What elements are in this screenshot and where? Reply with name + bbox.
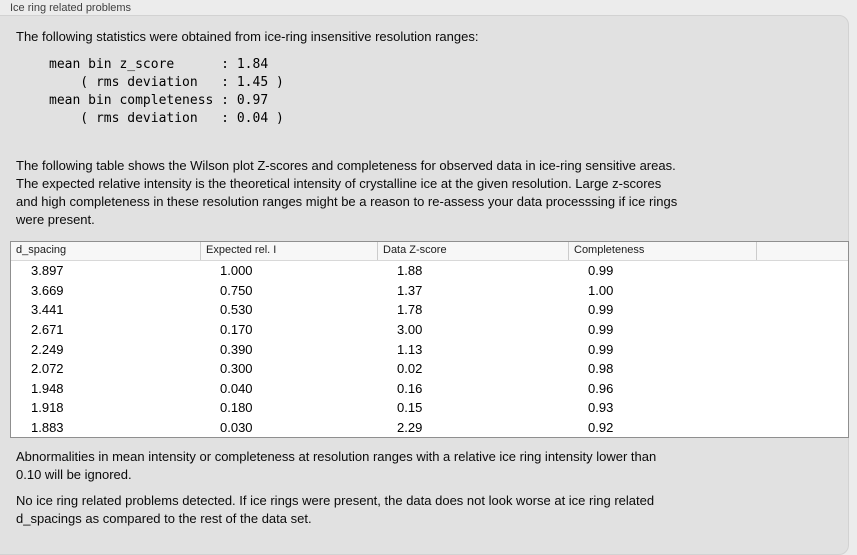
table-body: 3.897 1.000 1.88 0.99 3.669 0.750 1.37 1.00 3.44…: [11, 261, 848, 437]
table-cell: 0.170: [220, 321, 253, 337]
panel-title: Ice ring related problems: [10, 2, 132, 14]
table-description: The following table shows the Wilson plo…: [16, 157, 677, 229]
text-line: d_spacings as compared to the rest of th…: [16, 511, 312, 526]
table-cell: 1.13: [397, 341, 423, 357]
intro-text: The following statistics were obtained f…: [16, 29, 479, 44]
table-cell: 1.000: [220, 263, 253, 279]
table-cell: 0.98: [588, 361, 614, 377]
table-cell: 1.883: [31, 419, 64, 435]
table-cell: 0.390: [220, 341, 253, 357]
table-row[interactable]: 1.883 0.030 2.29 0.92: [11, 418, 848, 438]
text-line: The following table shows the Wilson plo…: [16, 158, 676, 173]
table-cell: 0.15: [397, 400, 423, 416]
table-row[interactable]: 3.669 0.750 1.37 1.00: [11, 281, 848, 301]
table-cell: 0.040: [220, 380, 253, 396]
table-cell: 2.249: [31, 341, 64, 357]
table-cell: 0.02: [397, 361, 423, 377]
table-cell: 0.93: [588, 400, 614, 416]
table-cell: 0.300: [220, 361, 253, 377]
column-header-d-spacing[interactable]: d_spacing: [16, 244, 67, 256]
table-row[interactable]: 1.948 0.040 0.16 0.96: [11, 378, 848, 398]
text-line: 0.10 will be ignored.: [16, 467, 132, 482]
table-cell: 1.78: [397, 302, 423, 318]
table-cell: 0.750: [220, 282, 253, 298]
table-cell: 1.37: [397, 282, 423, 298]
table-cell: 1.918: [31, 400, 64, 416]
ice-ring-table[interactable]: d_spacing Expected rel. I Data Z-score C…: [10, 241, 849, 438]
table-cell: 0.030: [220, 419, 253, 435]
table-row[interactable]: 1.918 0.180 0.15 0.93: [11, 398, 848, 418]
text-line: were present.: [16, 212, 95, 227]
ignore-note-text: Abnormalities in mean intensity or compl…: [16, 448, 656, 484]
summary-stats-block: mean bin z_score : 1.84 ( rms deviation …: [49, 57, 284, 126]
table-row[interactable]: 3.897 1.000 1.88 0.99: [11, 261, 848, 281]
table-cell: 1.948: [31, 380, 64, 396]
text-line: and high completeness in these resolutio…: [16, 194, 678, 209]
table-cell: 0.99: [588, 321, 614, 337]
table-row[interactable]: 2.671 0.170 3.00 0.99: [11, 320, 848, 340]
table-cell: 3.669: [31, 282, 64, 298]
text-line: Abnormalities in mean intensity or compl…: [16, 449, 657, 464]
column-header-empty: [756, 242, 848, 260]
table-cell: 1.88: [397, 263, 423, 279]
table-cell: 0.92: [588, 419, 614, 435]
table-cell: 0.530: [220, 302, 253, 318]
table-row[interactable]: 2.249 0.390 1.13 0.99: [11, 339, 848, 359]
table-cell: 3.00: [397, 321, 423, 337]
column-header-completeness[interactable]: Completeness: [568, 242, 756, 260]
conclusion-text: No ice ring related problems detected. I…: [16, 492, 654, 528]
table-cell: 2.072: [31, 361, 64, 377]
table-cell: 0.96: [588, 380, 614, 396]
table-cell: 0.180: [220, 400, 253, 416]
table-cell: 2.671: [31, 321, 64, 337]
table-row[interactable]: 3.441 0.530 1.78 0.99: [11, 300, 848, 320]
table-cell: 3.897: [31, 263, 64, 279]
table-cell: 2.29: [397, 419, 423, 435]
table-cell: 0.99: [588, 341, 614, 357]
table-header-row: d_spacing Expected rel. I Data Z-score C…: [11, 242, 848, 261]
table-cell: 3.441: [31, 302, 64, 318]
table-row[interactable]: 2.072 0.300 0.02 0.98: [11, 359, 848, 379]
column-header-expected-rel-i[interactable]: Expected rel. I: [200, 242, 377, 260]
table-cell: 1.00: [588, 282, 614, 298]
column-header-data-z-score[interactable]: Data Z-score: [377, 242, 568, 260]
table-cell: 0.16: [397, 380, 423, 396]
table-cell: 0.99: [588, 263, 614, 279]
text-line: No ice ring related problems detected. I…: [16, 493, 655, 508]
text-line: The expected relative intensity is the t…: [16, 176, 662, 191]
table-cell: 0.99: [588, 302, 614, 318]
